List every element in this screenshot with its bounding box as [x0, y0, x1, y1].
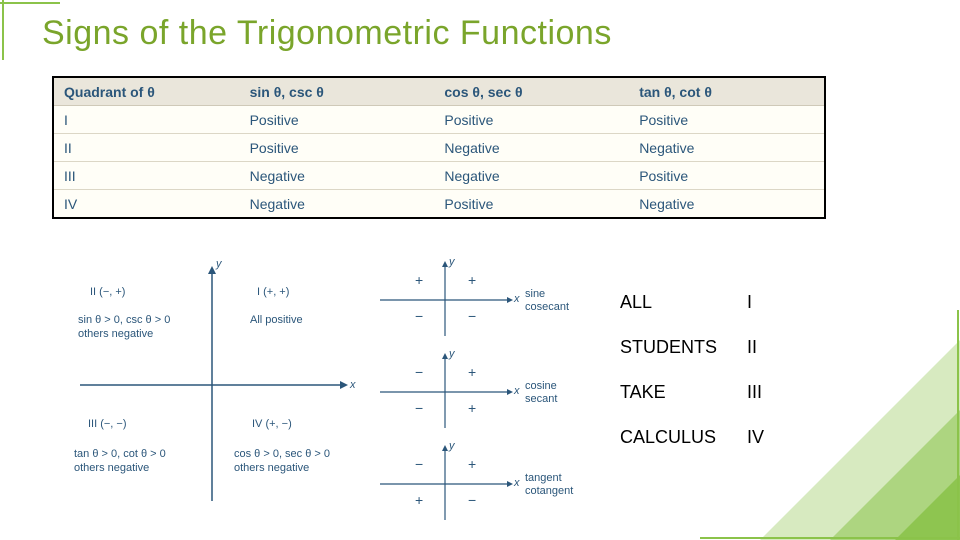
- mini-plot-cosine: y x − + − + cosine secant: [370, 350, 610, 434]
- mini-sign-q1: +: [468, 272, 476, 288]
- q2-detail: sin θ > 0, csc θ > 0 others negative: [78, 314, 170, 342]
- mnemonic-row: TAKE III: [620, 382, 777, 403]
- q2-label: II (−, +): [90, 286, 125, 300]
- q1-detail: All positive: [250, 314, 303, 328]
- mini-y-label: y: [449, 256, 455, 268]
- mnemonic-list: ALL I STUDENTS II TAKE III CALCULUS IV: [620, 292, 777, 472]
- table-cell: Positive: [240, 134, 435, 161]
- mnemonic-quadrant: III: [747, 382, 777, 403]
- table-cell: Negative: [240, 190, 435, 217]
- table-cell: III: [54, 162, 240, 189]
- table-cell: Positive: [434, 106, 629, 133]
- table-cell: IV: [54, 190, 240, 217]
- corner-top-left-decoration: [0, 0, 60, 6]
- axis-y-label: y: [216, 258, 222, 272]
- table-row: II Positive Negative Negative: [54, 134, 824, 162]
- table-cell: II: [54, 134, 240, 161]
- table-cell: Negative: [629, 190, 824, 217]
- mini-sign-q3: −: [415, 308, 423, 324]
- mini-sign-q3: +: [415, 492, 423, 508]
- table-row: I Positive Positive Positive: [54, 106, 824, 134]
- mini-sign-q2: −: [415, 364, 423, 380]
- table-header-row: Quadrant of θ sin θ, csc θ cos θ, sec θ …: [54, 78, 824, 106]
- mnemonic-row: CALCULUS IV: [620, 427, 777, 448]
- mini-x-label: x: [514, 385, 520, 397]
- trig-signs-table: Quadrant of θ sin θ, csc θ cos θ, sec θ …: [52, 76, 826, 219]
- table-cell: Positive: [629, 162, 824, 189]
- mnemonic-quadrant: I: [747, 292, 777, 313]
- mini-pair2: cotangent: [525, 485, 573, 498]
- mini-pair2: cosecant: [525, 301, 569, 314]
- table-cell: Negative: [240, 162, 435, 189]
- table-header: tan θ, cot θ: [629, 78, 824, 105]
- corner-top-left-decoration-vert: [0, 0, 6, 60]
- mnemonic-word: ALL: [620, 292, 725, 313]
- mini-sign-q3: −: [415, 400, 423, 416]
- q4-detail: cos θ > 0, sec θ > 0 others negative: [234, 448, 330, 476]
- page-title: Signs of the Trigonometric Functions: [42, 14, 612, 53]
- table-row: III Negative Negative Positive: [54, 162, 824, 190]
- table-header: cos θ, sec θ: [434, 78, 629, 105]
- axis-x-label: x: [350, 379, 356, 393]
- mini-axes-icon: [370, 442, 520, 526]
- mnemonic-row: ALL I: [620, 292, 777, 313]
- table-cell: Negative: [629, 134, 824, 161]
- mini-sign-q4: −: [468, 308, 476, 324]
- table-header: sin θ, csc θ: [240, 78, 435, 105]
- mini-pair1: sine: [525, 288, 569, 301]
- table-cell: Negative: [434, 162, 629, 189]
- mini-sign-q1: +: [468, 456, 476, 472]
- mini-sign-q2: −: [415, 456, 423, 472]
- mini-sign-plots: y x + + − − sine cosecant y x − + − +: [370, 258, 610, 534]
- mini-pair-label: sine cosecant: [525, 288, 569, 314]
- q1-label: I (+, +): [257, 286, 289, 300]
- mini-sign-q1: +: [468, 364, 476, 380]
- q3-label: III (−, −): [88, 418, 127, 432]
- mini-pair1: cosine: [525, 380, 557, 393]
- mini-pair-label: cosine secant: [525, 380, 557, 406]
- table-cell: Positive: [240, 106, 435, 133]
- mnemonic-quadrant: II: [747, 337, 777, 358]
- mini-pair1: tangent: [525, 472, 573, 485]
- table-cell: Positive: [434, 190, 629, 217]
- mini-pair2: secant: [525, 393, 557, 406]
- mnemonic-word: CALCULUS: [620, 427, 725, 448]
- mini-sign-q4: +: [468, 400, 476, 416]
- mnemonic-word: TAKE: [620, 382, 725, 403]
- table-row: IV Negative Positive Negative: [54, 190, 824, 217]
- mini-plot-tangent: y x − + + − tangent cotangent: [370, 442, 610, 526]
- table-header: Quadrant of θ: [54, 78, 240, 105]
- mini-axes-icon: [370, 350, 520, 434]
- q3-detail: tan θ > 0, cot θ > 0 others negative: [74, 448, 166, 476]
- mnemonic-quadrant: IV: [747, 427, 777, 448]
- table-cell: I: [54, 106, 240, 133]
- table-cell: Positive: [629, 106, 824, 133]
- q4-label: IV (+, −): [252, 418, 292, 432]
- quadrant-sign-diagram: y x II (−, +) sin θ > 0, csc θ > 0 other…: [62, 258, 362, 513]
- mini-x-label: x: [514, 293, 520, 305]
- mini-y-label: y: [449, 440, 455, 452]
- mnemonic-word: STUDENTS: [620, 337, 725, 358]
- mini-sign-q2: +: [415, 272, 423, 288]
- mnemonic-row: STUDENTS II: [620, 337, 777, 358]
- mini-plot-sine: y x + + − − sine cosecant: [370, 258, 610, 342]
- mini-axes-icon: [370, 258, 520, 342]
- mini-sign-q4: −: [468, 492, 476, 508]
- mini-y-label: y: [449, 348, 455, 360]
- mini-x-label: x: [514, 477, 520, 489]
- slide-frame: Signs of the Trigonometric Functions Qua…: [0, 0, 960, 540]
- table-cell: Negative: [434, 134, 629, 161]
- mini-pair-label: tangent cotangent: [525, 472, 573, 498]
